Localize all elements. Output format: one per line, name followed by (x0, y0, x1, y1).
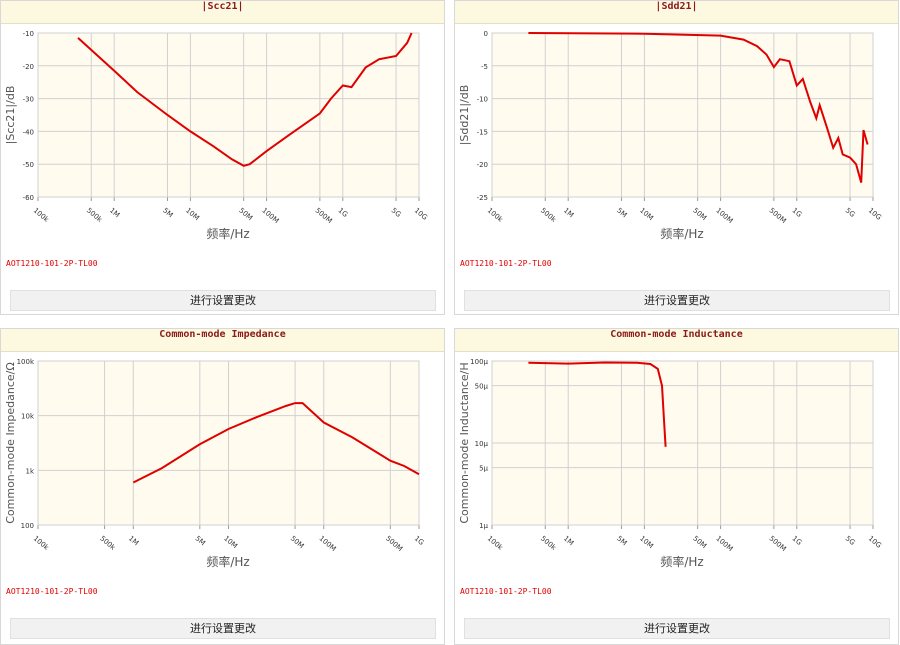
x-tick-label: 1M (562, 534, 575, 547)
x-tick-label: 1G (413, 534, 426, 546)
curve (77, 32, 413, 167)
y-tick-label: 1k (25, 467, 34, 475)
x-tick-label: 100k (32, 206, 51, 224)
x-tick-label: 100M (317, 534, 337, 553)
chart-panel: 100k 500k 1M 5M 10M 50M 100M 500M 1G 100 1k 10k 100k… (0, 328, 445, 645)
y-tick-label: 0 (484, 30, 488, 38)
y-tick-label: 10k (21, 413, 35, 421)
x-tick-label: 500k (539, 206, 558, 224)
y-axis-title: |Scc21|/dB (4, 86, 17, 145)
x-tick-label: 50M (237, 206, 254, 222)
y-axis-title: Common-mode Impedance/Ω (4, 362, 17, 524)
x-tick-label: 500M (384, 534, 404, 553)
x-axis-title: 频率/Hz (206, 554, 249, 569)
x-tick-label: 100k (32, 534, 51, 552)
chart: 100k 500k 1M 5M 10M 50M 100M 500M 1G 100 1k 10k 100k… (4, 358, 426, 569)
x-tick-label: 10M (184, 206, 201, 222)
y-tick-label: -20 (477, 161, 488, 169)
y-tick-label: -25 (477, 194, 488, 202)
x-tick-label: 10M (638, 206, 655, 222)
part-number: AOT1210-101-2P-TL00 (6, 587, 98, 596)
x-tick-label: 1M (127, 534, 140, 547)
x-tick-label: 500M (314, 206, 334, 225)
x-tick-label: 50M (289, 534, 306, 550)
y-tick-label: 1μ (479, 522, 488, 530)
curve (132, 402, 420, 484)
y-tick-label: 100μ (470, 358, 488, 366)
part-number: AOT1210-101-2P-TL00 (460, 587, 552, 596)
x-axis-title: 频率/Hz (206, 226, 249, 241)
x-tick-label: 5M (194, 534, 207, 547)
x-tick-label: 50M (691, 534, 708, 550)
y-tick-label: -5 (481, 63, 488, 71)
y-axis-title: Common-mode Inductance/H (458, 362, 471, 523)
x-tick-label: 1G (791, 206, 804, 218)
y-tick-label: -30 (23, 96, 34, 104)
part-number: AOT1210-101-2P-TL00 (460, 259, 552, 268)
chart-title: Common-mode Inductance (455, 329, 898, 352)
x-tick-label: 5G (844, 534, 857, 546)
x-tick-label: 5M (615, 534, 628, 547)
curve (528, 32, 869, 183)
x-tick-label: 100M (260, 206, 280, 225)
x-tick-label: 10G (867, 206, 883, 221)
chart-panel: 100k 500k 1M 5M 10M 50M 100M 500M 1G 5G 10G -10 -20 -… (0, 0, 445, 315)
x-tick-label: 10G (413, 206, 429, 221)
settings-button[interactable]: 进行设置更改 (10, 618, 436, 639)
settings-button[interactable]: 进行设置更改 (10, 290, 436, 311)
x-tick-label: 100k (486, 206, 505, 224)
x-tick-label: 100M (714, 534, 734, 553)
y-tick-label: -10 (23, 30, 34, 38)
y-tick-label: 50μ (475, 383, 489, 391)
y-tick-label: 100k (17, 358, 35, 366)
x-tick-label: 1M (562, 206, 575, 219)
y-tick-label: -10 (477, 96, 488, 104)
x-tick-label: 5G (390, 206, 403, 218)
x-tick-label: 10G (867, 534, 883, 549)
curve (528, 361, 667, 447)
plot-area (491, 32, 874, 198)
chart-title: Common-mode Impedance (1, 329, 444, 352)
x-tick-label: 50M (691, 206, 708, 222)
settings-button[interactable]: 进行设置更改 (464, 618, 890, 639)
y-tick-label: -40 (23, 128, 34, 136)
x-tick-label: 10M (222, 534, 239, 550)
x-tick-label: 100M (714, 206, 734, 225)
y-tick-label: -50 (23, 161, 34, 169)
chart: 100k 500k 1M 5M 10M 50M 100M 500M 1G 5G 10G 0 -5 -10 -… (458, 30, 883, 241)
y-axis-title: |Sdd21|/dB (458, 85, 471, 146)
y-tick-label: 100 (21, 522, 34, 530)
y-tick-label: 10μ (475, 440, 489, 448)
x-axis-title: 频率/Hz (660, 226, 703, 241)
chart-title: |Sdd21| (455, 1, 898, 24)
y-tick-label: -60 (23, 194, 34, 202)
x-tick-label: 100k (486, 534, 505, 552)
x-tick-label: 1G (337, 206, 350, 218)
x-tick-label: 500k (539, 534, 558, 552)
part-number: AOT1210-101-2P-TL00 (6, 259, 98, 268)
y-tick-label: -20 (23, 63, 34, 71)
x-tick-label: 500k (85, 206, 104, 224)
y-tick-label: 5μ (479, 465, 488, 473)
x-axis-title: 频率/Hz (660, 554, 703, 569)
chart-panel: 100k 500k 1M 5M 10M 50M 100M 500M 1G 5G 10G 1μ 5μ 10μ… (454, 328, 899, 645)
x-tick-label: 10M (638, 534, 655, 550)
chart-panel: 100k 500k 1M 5M 10M 50M 100M 500M 1G 5G 10G 0 -5 -10 -… (454, 0, 899, 315)
chart: 100k 500k 1M 5M 10M 50M 100M 500M 1G 5G 10G -10 -20 -… (4, 30, 429, 241)
chart-title: |Scc21| (1, 1, 444, 24)
x-tick-label: 5M (615, 206, 628, 219)
x-tick-label: 5M (161, 206, 174, 219)
x-tick-label: 500k (98, 534, 117, 552)
plot-area (37, 32, 420, 198)
y-tick-label: -15 (477, 128, 488, 136)
x-tick-label: 5G (844, 206, 857, 218)
chart: 100k 500k 1M 5M 10M 50M 100M 500M 1G 5G 10G 1μ 5μ 10μ… (458, 358, 883, 569)
x-tick-label: 1M (108, 206, 121, 219)
settings-button[interactable]: 进行设置更改 (464, 290, 890, 311)
x-tick-label: 500M (768, 206, 788, 225)
x-tick-label: 1G (791, 534, 804, 546)
x-tick-label: 500M (768, 534, 788, 553)
